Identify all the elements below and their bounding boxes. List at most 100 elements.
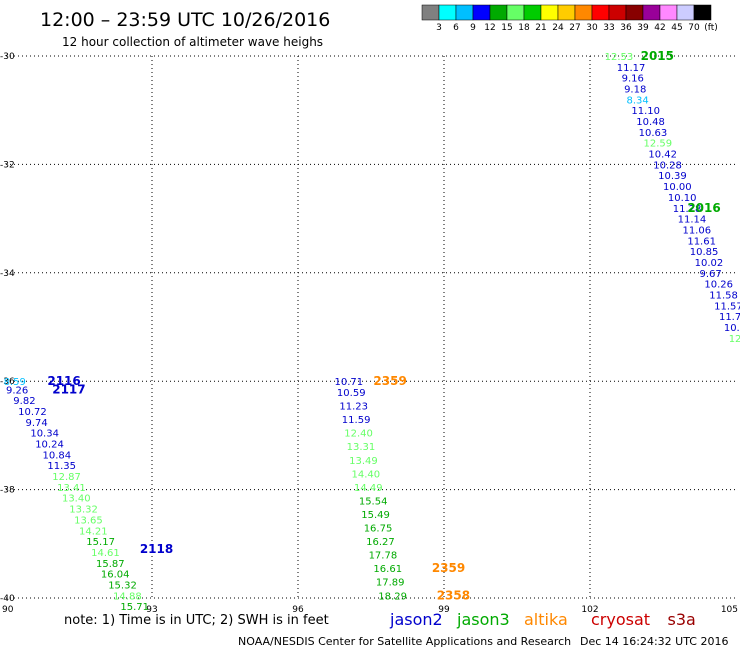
y-tick-label: -38 bbox=[0, 486, 15, 496]
wave-height-label: 11.57 bbox=[714, 301, 740, 312]
chart-subtitle: 12 hour collection of altimeter wave hei… bbox=[62, 35, 323, 49]
scale-label: 27 bbox=[569, 23, 580, 33]
wave-height-label: 11.23 bbox=[339, 402, 368, 413]
x-tick-label: 96 bbox=[292, 605, 304, 615]
wave-height-label: 9.18 bbox=[624, 85, 646, 96]
scale-label: 9 bbox=[470, 23, 476, 33]
y-tick-label: -36 bbox=[0, 377, 15, 387]
wave-height-label: 13.65 bbox=[74, 515, 103, 526]
scale-swatch bbox=[608, 4, 627, 21]
wave-height-label: 14.40 bbox=[352, 469, 381, 480]
wave-height-label: 10.72 bbox=[18, 407, 47, 418]
x-tick-label: 102 bbox=[581, 605, 598, 615]
wave-height-label: 12.59 bbox=[644, 139, 673, 150]
wave-height-label: 13.32 bbox=[69, 505, 98, 516]
x-tick-label: 90 bbox=[2, 605, 14, 615]
legend-entry-altika: altika bbox=[524, 610, 568, 629]
scale-swatch bbox=[574, 4, 593, 21]
scale-swatch bbox=[540, 4, 559, 21]
wave-height-label: 15.49 bbox=[361, 510, 390, 521]
wave-height-label: 9.26 bbox=[6, 385, 28, 396]
scale-swatch bbox=[523, 4, 542, 21]
wave-height-label: 15.71 bbox=[120, 602, 149, 613]
scale-label: 24 bbox=[552, 23, 564, 33]
y-tick-label: -40 bbox=[0, 594, 15, 604]
y-tick-label: -34 bbox=[0, 269, 15, 279]
scale-label: 70 bbox=[688, 23, 700, 33]
wave-height-label: 10.26 bbox=[704, 280, 733, 291]
wave-height-label: 12.87 bbox=[52, 472, 81, 483]
scale-label: 6 bbox=[453, 23, 459, 33]
wave-height-label: 14.61 bbox=[91, 548, 120, 559]
scale-label: 39 bbox=[637, 23, 649, 33]
scale-swatch bbox=[642, 4, 661, 21]
scale-swatch bbox=[557, 4, 576, 21]
wave-height-label: 8.34 bbox=[627, 95, 649, 106]
x-tick-label: 93 bbox=[146, 605, 157, 615]
wave-height-label: 11.35 bbox=[47, 461, 76, 472]
wave-height-label: 13.49 bbox=[349, 456, 378, 467]
scale-swatch bbox=[506, 4, 525, 21]
scale-label: (ft) bbox=[704, 23, 718, 33]
legend-entry-s3a: s3a bbox=[668, 610, 696, 629]
wave-height-label: 18.29 bbox=[378, 591, 407, 602]
scale-swatch bbox=[676, 4, 695, 21]
scale-label: 36 bbox=[620, 23, 632, 33]
color-scale: 3 6 9 12 15 18 21 24 27 30 33 36 39 42 45 70 (ft) bbox=[421, 4, 718, 33]
legend-entry-cryosat: cryosat bbox=[591, 610, 650, 629]
footer-credit: NOAA/NESDIS Center for Satellite Applica… bbox=[238, 635, 571, 648]
wave-height-label: 17.89 bbox=[376, 578, 405, 589]
wave-height-label: 10.48 bbox=[636, 117, 665, 128]
wave-height-label: 9.67 bbox=[700, 269, 722, 280]
wave-height-label: 11.59 bbox=[342, 415, 371, 426]
scale-label: 30 bbox=[586, 23, 598, 33]
wave-height-label: 16.27 bbox=[366, 537, 395, 548]
wave-height-label: 13.40 bbox=[62, 494, 91, 505]
scale-label: 33 bbox=[603, 23, 614, 33]
scale-label: 21 bbox=[535, 23, 546, 33]
footer-timestamp: Dec 14 16:24:32 UTC 2016 bbox=[580, 635, 728, 648]
time-label: 2358 bbox=[437, 588, 470, 602]
time-label: 2359 bbox=[432, 561, 465, 575]
x-tick-label: 99 bbox=[438, 605, 450, 615]
scale-label: 15 bbox=[501, 23, 512, 33]
wave-height-label: 10.02 bbox=[695, 258, 724, 269]
legend-entry-jason3: jason3 bbox=[456, 610, 510, 629]
plot-area: 90 93 96 99 102 105-30-32-34-36-38-4012.5311.… bbox=[0, 49, 740, 615]
wave-height-label: 11.06 bbox=[682, 225, 711, 236]
time-label: 2116 bbox=[47, 374, 80, 388]
wave-height-label: 10.24 bbox=[35, 440, 64, 451]
y-tick-label: -32 bbox=[0, 160, 15, 170]
scale-swatch bbox=[625, 4, 644, 21]
wave-height-label: 12.46 bbox=[729, 334, 740, 345]
scale-label: 45 bbox=[671, 23, 682, 33]
y-tick-label: -30 bbox=[0, 52, 15, 62]
wave-height-label: 11.10 bbox=[631, 106, 660, 117]
scale-label: 12 bbox=[484, 23, 495, 33]
scale-swatch bbox=[438, 4, 457, 21]
footer-note: note: 1) Time is in UTC; 2) SWH is in fe… bbox=[64, 613, 329, 628]
wave-height-label: 11.74 bbox=[719, 312, 740, 323]
wave-height-label: 15.87 bbox=[96, 559, 125, 570]
satellite-legend: jason2 jason3 altika cryosat s3a bbox=[389, 610, 696, 629]
wave-height-label: 10.63 bbox=[639, 128, 668, 139]
wave-height-label: 8.59 bbox=[4, 377, 26, 388]
wave-height-label: 10.59 bbox=[337, 388, 366, 399]
wave-height-label: 10.39 bbox=[658, 171, 687, 182]
wave-height-label: 10.42 bbox=[648, 150, 677, 161]
wave-height-label: 10.10 bbox=[668, 193, 697, 204]
scale-swatch bbox=[472, 4, 491, 21]
wave-height-label: 11.58 bbox=[709, 290, 738, 301]
wave-height-label: 11.28 bbox=[673, 204, 702, 215]
wave-height-label: 13.41 bbox=[57, 483, 86, 494]
wave-height-label: 17.78 bbox=[369, 551, 398, 562]
scale-swatch bbox=[489, 4, 508, 21]
scale-swatch bbox=[591, 4, 610, 21]
scale-swatch bbox=[455, 4, 474, 21]
wave-height-label: 16.61 bbox=[373, 564, 402, 575]
time-label: 2016 bbox=[687, 201, 720, 215]
wave-height-label: 10.71 bbox=[335, 377, 364, 388]
wave-height-label: 9.74 bbox=[25, 418, 47, 429]
